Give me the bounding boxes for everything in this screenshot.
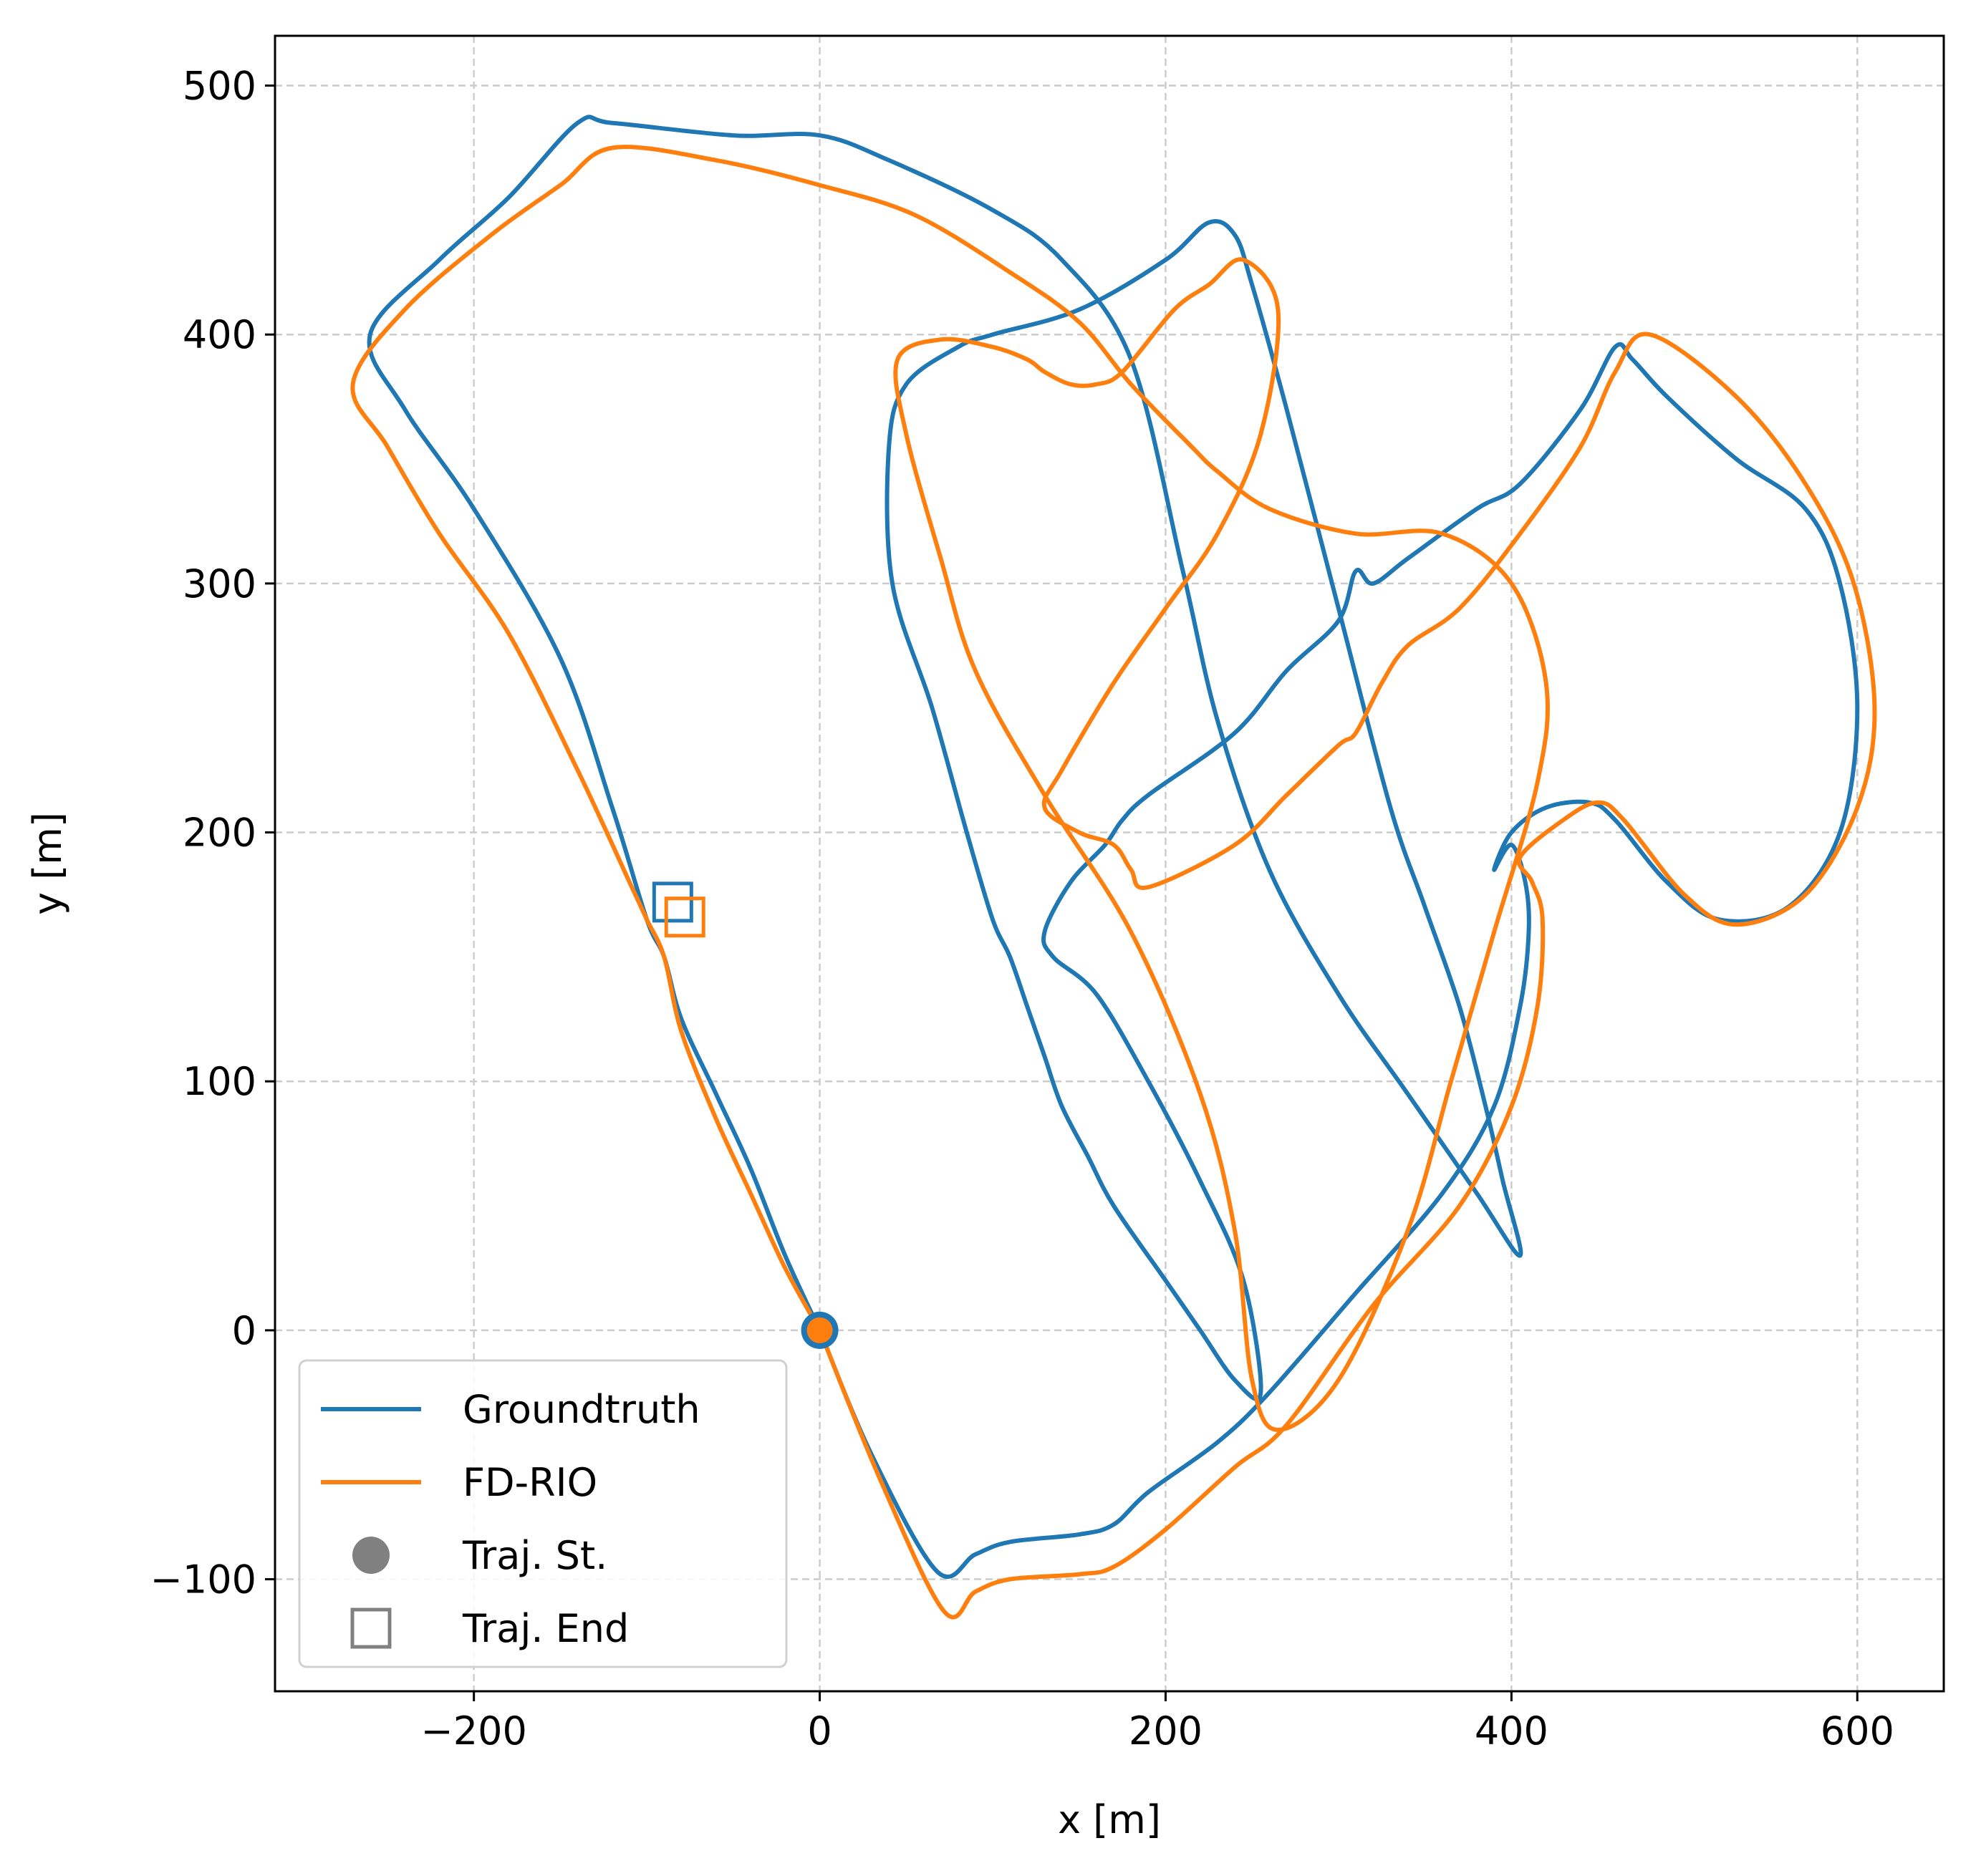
legend-box <box>298 1359 788 1668</box>
x-tick-label: −200 <box>421 1708 527 1754</box>
x-tick-label: 200 <box>1129 1708 1203 1754</box>
y-tick-label: 500 <box>183 64 256 109</box>
y-tick-label: 200 <box>183 811 256 856</box>
y-tick-label: 100 <box>183 1059 256 1104</box>
y-tick-label: 300 <box>183 561 256 606</box>
x-tick-label: 400 <box>1475 1708 1548 1754</box>
y-tick-label: 0 <box>232 1308 256 1353</box>
traj-end-marker <box>652 881 693 923</box>
legend-label: FD-RIO <box>463 1460 597 1505</box>
series-line-fd-rio <box>350 145 1877 1620</box>
plot-frame <box>274 34 1945 1693</box>
legend-label: Traj. End <box>462 1606 629 1651</box>
traj-end-marker <box>664 896 705 938</box>
traj-start-marker <box>806 1317 833 1343</box>
legend: Groundtruth FD-RIO Traj. St. Traj. End <box>298 1359 788 1668</box>
legend-circle-handle <box>352 1537 390 1574</box>
series-line-groundtruth <box>367 115 1860 1580</box>
axis-ticks: −200 0 200 400 600 −100 0 100 200 300 400 500 <box>150 64 1894 1754</box>
legend-square-handle <box>350 1607 392 1649</box>
x-tick-label: 600 <box>1821 1708 1894 1754</box>
y-tick-label: −100 <box>150 1557 256 1602</box>
legend-label: Groundtruth <box>463 1387 700 1432</box>
y-tick-label: 400 <box>183 312 256 357</box>
legend-label: Traj. St. <box>462 1533 607 1578</box>
plot-markers <box>652 881 839 1349</box>
x-tick-label: 0 <box>807 1708 832 1754</box>
x-axis-label: x [m] <box>1058 1797 1161 1842</box>
plot-lines <box>350 115 1877 1620</box>
y-axis-label: y [m] <box>25 812 70 915</box>
